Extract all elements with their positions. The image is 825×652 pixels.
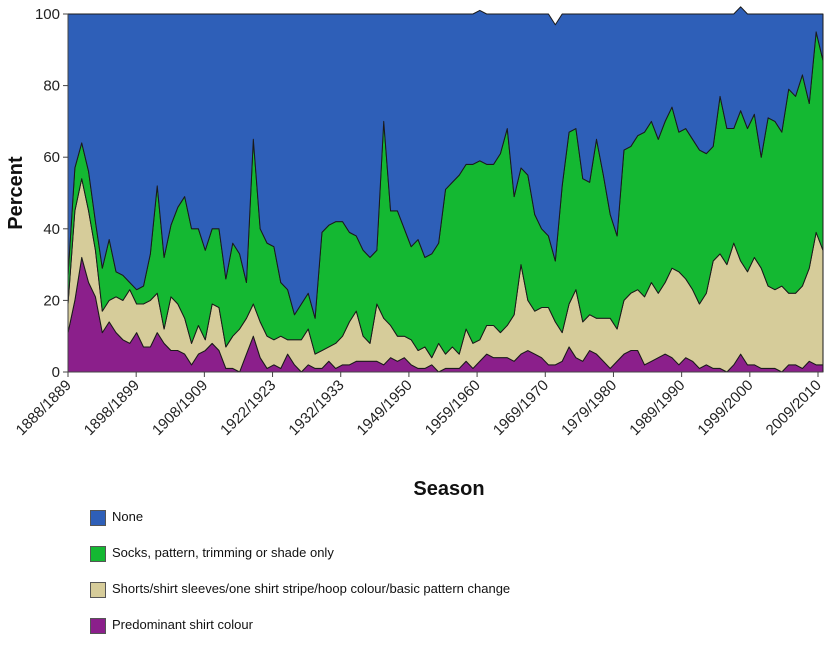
x-tick-label: 1908/1909 [149, 377, 211, 439]
legend-label: Shorts/shirt sleeves/one shirt stripe/ho… [112, 581, 511, 596]
x-tick-label: 1898/1899 [81, 377, 143, 439]
x-tick-label: 1999/2000 [694, 377, 756, 439]
x-axis-title: Season [413, 478, 484, 500]
legend-label: Predominant shirt colour [112, 617, 253, 632]
axes [67, 14, 823, 373]
y-tick-label: 60 [43, 149, 60, 166]
x-tick-label: 1959/1960 [422, 377, 484, 439]
legend-label: None [112, 509, 144, 524]
y-tick-label: 100 [35, 6, 60, 23]
stacked-area-chart: 0 20 40 60 80 100 1888/1889 1898/1899 1908/1909… [5, 6, 825, 500]
y-tick-label: 20 [43, 292, 60, 309]
x-tick-label: 1979/1980 [558, 377, 620, 439]
y-tick-label: 80 [43, 78, 60, 95]
y-tick-label: 40 [43, 221, 60, 238]
area-series-3 [67, 6, 824, 319]
x-tick-label: 1989/1990 [626, 377, 688, 439]
legend-swatch [90, 582, 106, 598]
legend-label: Socks, pattern, trimming or shade only [112, 545, 334, 560]
x-tick-label: 1922/1923 [217, 377, 279, 439]
x-tick-label: 1949/1950 [354, 377, 416, 439]
x-tick-label: 1969/1970 [490, 377, 552, 439]
x-tick-label: 1888/1889 [13, 377, 75, 439]
y-axis-title: Percent [5, 156, 27, 230]
y-ticks: 0 20 40 60 80 100 [35, 6, 68, 381]
y-tick-label: 0 [52, 364, 60, 381]
x-ticks: 1888/1889 1898/1899 1908/1909 1922/1923 1932… [13, 372, 825, 439]
x-tick-label: 2009/2010 [763, 377, 825, 439]
area-series-group [67, 6, 824, 373]
legend-swatch [90, 618, 106, 634]
x-tick-label: 1932/1933 [285, 377, 347, 439]
legend-swatch [90, 510, 106, 526]
legend-swatch [90, 546, 106, 562]
